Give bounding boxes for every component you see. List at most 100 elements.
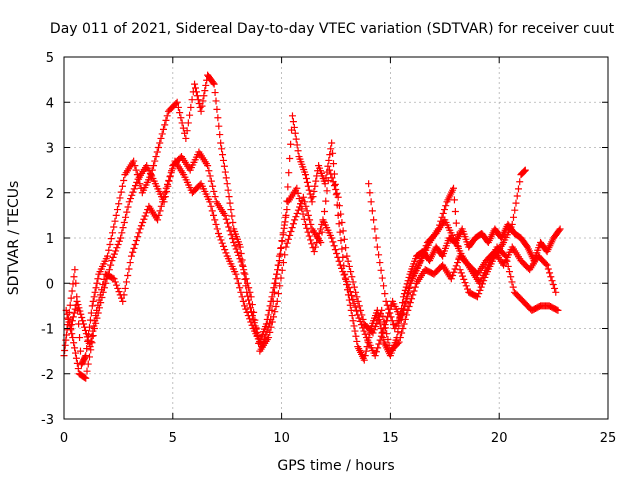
data-point [109,253,117,261]
data-point [355,314,363,322]
data-point [116,194,124,202]
data-point [111,217,119,225]
data-point [117,234,125,242]
data-point [98,286,106,294]
data-point [157,202,165,210]
data-point [316,225,324,233]
data-point [348,312,356,320]
data-point [294,147,302,155]
data-point [225,193,233,201]
data-point [371,323,379,331]
data-point [396,334,404,342]
data-point [400,320,408,328]
data-point [330,160,338,168]
data-point [263,327,271,335]
y-tick-label: 5 [46,51,54,66]
data-point [217,236,225,244]
data-point [179,124,187,132]
data-point [348,292,356,300]
y-axis-label: SDTVAR / TECUs [6,181,22,296]
data-point [328,139,336,147]
data-point [361,352,369,360]
data-point [325,156,333,164]
data-point [346,301,354,309]
data-point [227,206,235,214]
data-point [107,235,115,243]
data-point [85,353,93,361]
data-point [210,80,218,88]
data-point [177,114,185,122]
data-point [239,262,247,270]
data-point [160,193,168,201]
data-point [301,198,309,206]
data-point [546,269,554,277]
data-point [303,207,311,215]
data-point [347,268,355,276]
data-point [308,240,316,248]
data-point [476,286,484,294]
data-point [509,283,517,291]
data-point [217,139,225,147]
data-point [338,245,346,253]
data-point [71,344,79,352]
data-point [111,278,119,286]
data-point [221,211,229,219]
data-point [293,184,301,192]
data-point [206,172,214,180]
data-point [345,262,353,270]
data-point [368,207,376,215]
data-point [223,180,231,188]
data-point [224,219,232,227]
data-point [287,140,295,148]
data-point [520,167,528,175]
data-point [343,252,351,260]
data-point [81,323,89,331]
data-point [338,218,346,226]
data-point [202,81,210,89]
data-point [192,88,200,96]
data-point [410,287,418,295]
data-point [281,251,289,259]
data-point [205,167,213,175]
data-point [516,178,524,186]
data-point [239,297,247,305]
data-point [375,251,383,259]
data-point [105,246,113,254]
data-point [155,211,163,219]
data-point [376,259,384,267]
data-point [73,359,81,367]
data-point [279,259,287,267]
data-point [354,311,362,319]
data-point [91,317,99,325]
data-point [247,293,255,301]
data-point [128,191,136,199]
data-point [168,165,176,173]
data-point [232,270,240,278]
data-point [172,100,180,108]
data-point [309,193,317,201]
data-point [268,293,276,301]
data-point [332,186,340,194]
data-point [230,239,238,247]
data-point [206,198,214,206]
data-point [371,352,379,360]
data-point [246,315,254,323]
data-point [119,224,127,232]
data-point [361,330,369,338]
data-point [339,268,347,276]
y-tick-label: -2 [41,368,54,383]
data-point [96,291,104,299]
data-point [212,97,220,105]
data-point [142,209,150,217]
data-point [112,247,120,255]
data-point [183,127,191,135]
data-point [221,168,229,176]
data-point [270,284,278,292]
data-point [513,192,521,200]
data-point [378,329,386,337]
data-point [114,284,122,292]
data-point [264,311,272,319]
data-point [199,97,207,105]
data-point [182,134,190,142]
data-point [87,337,95,345]
